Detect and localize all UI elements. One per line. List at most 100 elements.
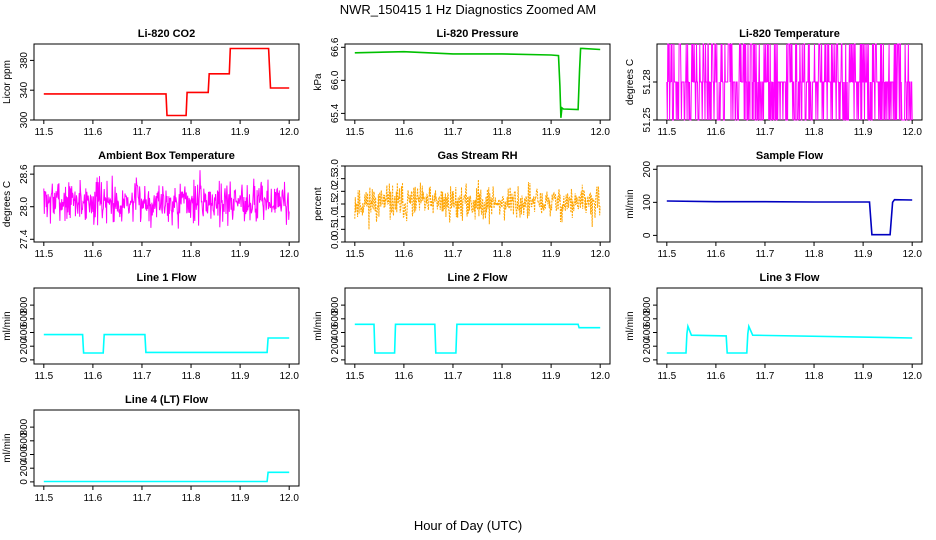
panel-title: Ambient Box Temperature — [98, 150, 235, 162]
plot-frame — [656, 165, 923, 243]
y-tick-label: 200 — [19, 337, 30, 354]
y-tick-label: 200 — [19, 459, 30, 476]
panel-8: Line 2 Flow 11.5 11.6 11.7 11.8 11.9 12.0 0 2004… — [313, 272, 611, 382]
x-tick-label: 12.0 — [279, 249, 299, 260]
panel-title: Sample Flow — [756, 150, 824, 162]
series-line — [43, 170, 290, 229]
y-tick-label: 380 — [19, 52, 30, 69]
x-tick-label: 11.8 — [182, 127, 201, 138]
panel-3: Li-820 Temperature 11.5 11.6 11.7 11.8 11.9 12… — [625, 28, 923, 138]
x-tick-label: 11.7 — [756, 371, 775, 382]
panel-title: Li-820 CO2 — [138, 28, 195, 40]
y-axis-label: percent — [313, 187, 324, 221]
x-tick-label: 11.5 — [345, 249, 364, 260]
panel-7: Line 1 Flow 11.5 11.6 11.7 11.8 11.9 12.0 0 2004… — [2, 272, 300, 382]
y-tick-label: 800 — [642, 296, 653, 313]
x-tick-label: 11.7 — [133, 493, 152, 504]
series-line — [354, 47, 601, 118]
y-tick-label: 2.5 — [330, 171, 341, 185]
x-tick-label: 11.9 — [854, 371, 873, 382]
y-tick-label: 66.0 — [330, 70, 341, 90]
y-tick-label: 0 — [19, 357, 30, 363]
y-tick-label: 400 — [19, 446, 30, 463]
panel-5: Gas Stream RH 11.5 11.6 11.7 11.8 11.9 12.0 0.0… — [313, 150, 611, 260]
y-axis-label: ml/min — [2, 433, 13, 462]
x-tick-label: 11.9 — [542, 127, 561, 138]
panel-title: Line 1 Flow — [137, 272, 197, 284]
x-tick-label: 11.5 — [34, 493, 53, 504]
y-tick-label: 0 — [642, 232, 653, 238]
x-tick-label: 11.5 — [657, 371, 676, 382]
y-tick-label: 1.5 — [330, 197, 341, 211]
y-tick-label: 300 — [19, 111, 30, 128]
x-tick-label: 11.7 — [133, 371, 152, 382]
y-tick-label: 600 — [19, 310, 30, 327]
x-tick-label: 11.9 — [231, 371, 250, 382]
x-tick-label: 11.5 — [34, 249, 53, 260]
x-tick-label: 11.5 — [657, 249, 676, 260]
x-tick-label: 11.8 — [805, 249, 824, 260]
panel-10: Line 4 (LT) Flow 11.5 11.6 11.7 11.8 11.9 12.0… — [2, 394, 300, 504]
x-tick-label: 11.6 — [84, 127, 103, 138]
x-tick-label: 11.7 — [133, 127, 152, 138]
x-tick-label: 11.6 — [395, 127, 414, 138]
y-axis-label: ml/min — [2, 311, 13, 340]
y-axis-label: Licor ppm — [2, 60, 13, 104]
y-tick-label: 0.0 — [330, 235, 341, 249]
y-tick-label: 800 — [19, 418, 30, 435]
y-axis-label: ml/min — [313, 311, 324, 340]
y-tick-label: 340 — [19, 81, 30, 98]
x-tick-label: 11.6 — [84, 371, 103, 382]
y-tick-label: 0.5 — [330, 222, 341, 236]
x-tick-label: 11.5 — [345, 127, 364, 138]
x-tick-label: 11.8 — [493, 127, 512, 138]
panel-2: Li-820 Pressure 11.5 11.6 11.7 11.8 11.9 12.0 6… — [313, 28, 611, 138]
y-tick-label: 28.0 — [19, 197, 30, 217]
y-tick-label: 1.0 — [330, 209, 341, 223]
x-tick-label: 11.9 — [854, 127, 873, 138]
y-tick-label: 800 — [19, 296, 30, 313]
series-line — [666, 43, 913, 121]
x-tick-label: 11.6 — [84, 249, 103, 260]
y-tick-label: 600 — [19, 432, 30, 449]
x-tick-label: 11.7 — [133, 249, 152, 260]
y-axis-label: kPa — [313, 73, 324, 91]
panel-9: Line 3 Flow 11.5 11.6 11.7 11.8 11.9 12.0 0 2004… — [625, 272, 923, 382]
y-tick-label: 100 — [642, 194, 653, 211]
x-tick-label: 11.9 — [231, 493, 250, 504]
plot-frame — [33, 409, 300, 487]
x-tick-label: 11.7 — [756, 127, 775, 138]
plot-frame — [33, 287, 300, 365]
x-tick-label: 11.5 — [345, 371, 364, 382]
y-axis-label: degrees C — [2, 181, 13, 227]
y-tick-label: 200 — [642, 337, 653, 354]
x-tick-label: 11.8 — [182, 371, 201, 382]
y-axis-label: ml/min — [625, 189, 636, 218]
plot-frame — [344, 43, 611, 121]
y-axis-label: ml/min — [625, 311, 636, 340]
panel-title: Li-820 Temperature — [739, 28, 840, 40]
x-tick-label: 11.8 — [493, 371, 512, 382]
y-tick-label: 200 — [642, 161, 653, 178]
x-tick-label: 12.0 — [902, 127, 922, 138]
series-line — [354, 179, 601, 230]
series-line — [43, 471, 290, 483]
y-tick-label: 600 — [330, 310, 341, 327]
series-line — [666, 198, 913, 236]
panel-title: Line 4 (LT) Flow — [125, 394, 208, 406]
y-tick-label: 28.6 — [19, 164, 30, 184]
panel-4: Ambient Box Temperature 11.5 11.6 11.7 11.8 1… — [2, 150, 300, 260]
plot-frame — [33, 165, 300, 243]
x-tick-label: 12.0 — [590, 127, 610, 138]
x-tick-label: 11.9 — [542, 249, 561, 260]
x-tick-label: 12.0 — [590, 371, 610, 382]
x-axis-label: Hour of Day (UTC) — [413, 518, 523, 533]
y-tick-label: 400 — [330, 324, 341, 341]
x-tick-label: 11.7 — [444, 127, 463, 138]
x-tick-label: 11.7 — [444, 371, 463, 382]
x-tick-label: 11.8 — [182, 493, 201, 504]
y-tick-label: 0 — [330, 357, 341, 363]
panel-title: Line 2 Flow — [448, 272, 508, 284]
y-tick-label: 800 — [330, 296, 341, 313]
